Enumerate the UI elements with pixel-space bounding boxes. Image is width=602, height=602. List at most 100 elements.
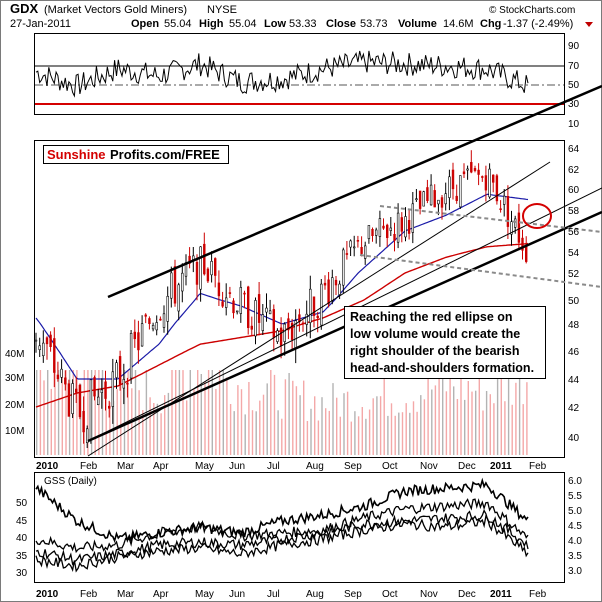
volume-bar <box>431 389 433 455</box>
volume-bar <box>120 370 122 455</box>
candle-body <box>159 318 162 321</box>
volume-bar <box>277 410 279 455</box>
volume-bar <box>288 373 290 455</box>
volume-bar <box>339 416 341 455</box>
volume-bar <box>504 401 506 455</box>
candle-body <box>67 383 71 417</box>
volume-bar <box>522 404 524 455</box>
gss-tick-label: 4.5 <box>568 521 582 532</box>
high-value: 55.04 <box>229 18 257 30</box>
volume-label: Volume <box>398 18 437 30</box>
candle-body <box>455 195 458 201</box>
candle-body <box>228 292 232 294</box>
volume-bar <box>343 393 345 455</box>
month-tick-label: Dec <box>458 461 476 472</box>
low-value: 53.33 <box>289 18 317 30</box>
volume-bar <box>233 411 235 455</box>
candle-body <box>268 310 272 315</box>
candle-body <box>129 332 133 379</box>
neckline-upper <box>379 205 602 233</box>
volume-bar <box>467 381 469 455</box>
month-tick-label: Aug <box>306 461 324 472</box>
volume-bar <box>270 370 272 455</box>
volume-bar <box>109 402 111 455</box>
candle-body <box>122 378 126 389</box>
candle-body <box>86 428 89 443</box>
candle-body <box>162 313 166 328</box>
volume-bar <box>186 400 188 455</box>
volume-bar <box>76 370 78 455</box>
month-tick-label: Nov <box>420 589 438 600</box>
volume-bar <box>36 370 38 455</box>
volume-bar <box>244 414 246 455</box>
candle-body <box>250 325 253 330</box>
candle-body <box>137 332 140 351</box>
candle-body <box>462 171 466 175</box>
candle-body <box>433 190 436 208</box>
volume-bar <box>475 390 477 455</box>
candle-body <box>151 324 155 330</box>
month-tick-label: 2011 <box>490 461 512 472</box>
rsi-tick-label: 50 <box>568 80 580 91</box>
candle-body <box>221 301 224 307</box>
gss-left-tick-label: 40 <box>16 533 28 544</box>
month-tick-label: Jun <box>229 589 245 600</box>
annotation-line: head-and-shoulders formation. <box>350 361 534 375</box>
volume-bar <box>518 370 521 455</box>
candle-body <box>382 225 385 229</box>
candle-body <box>371 229 374 237</box>
volume-bar <box>416 411 418 455</box>
price-tick-label: 48 <box>568 320 580 331</box>
annotation-box: Reaching the red ellipse on low volume w… <box>344 306 546 379</box>
candle-body <box>140 323 144 347</box>
month-tick-label: Dec <box>458 589 476 600</box>
rsi-panel: 90 70 50 30 10 <box>34 33 580 130</box>
candle-body <box>331 277 334 302</box>
price-candles <box>34 150 528 448</box>
candle-body <box>247 286 250 328</box>
volume-bar <box>105 380 107 455</box>
candle-body <box>34 339 38 342</box>
gss-left-tick-label: 45 <box>16 516 28 527</box>
target-ellipse <box>522 203 552 229</box>
price-tick-label: 40 <box>568 433 580 444</box>
volume-bar <box>153 403 155 455</box>
candle-body <box>510 221 513 235</box>
price-tick-label: 64 <box>568 144 580 155</box>
down-triangle-icon <box>585 22 593 27</box>
volume-bar <box>387 415 389 455</box>
candle-body <box>232 300 235 314</box>
candle-body <box>126 382 129 385</box>
rsi-series-line <box>35 50 529 98</box>
volume-bar <box>350 421 352 455</box>
annotation-line: Reaching the red ellipse on <box>350 310 513 324</box>
brand-box-frame <box>43 145 229 164</box>
candle-body <box>415 198 418 200</box>
volume-bar <box>251 410 254 455</box>
volume-bar <box>515 382 517 455</box>
gss-tick-label: 6.0 <box>568 476 582 487</box>
volume-bar <box>445 391 448 455</box>
volume-bar <box>332 383 334 455</box>
rsi-tick-label: 10 <box>568 119 580 130</box>
candle-body <box>78 384 82 418</box>
volume-tick-label: 10M <box>5 426 24 437</box>
candle-body <box>144 314 147 317</box>
gss-panel-frame <box>34 472 565 583</box>
candle-body <box>316 315 319 319</box>
close-label: Close <box>326 18 356 30</box>
upper-channel-line <box>107 84 602 299</box>
candle-body <box>279 327 283 346</box>
candle-body <box>352 246 356 249</box>
month-tick-label: Feb <box>529 589 547 600</box>
candle-body <box>312 296 316 316</box>
gss-series-line <box>35 477 529 544</box>
volume-bar <box>325 408 327 455</box>
volume-bar <box>116 389 118 455</box>
month-tick-label: Aug <box>306 589 324 600</box>
candle-body <box>217 282 221 297</box>
price-tick-label: 46 <box>568 347 580 358</box>
volume-bar <box>368 409 371 455</box>
open-value: 55.04 <box>164 18 192 30</box>
